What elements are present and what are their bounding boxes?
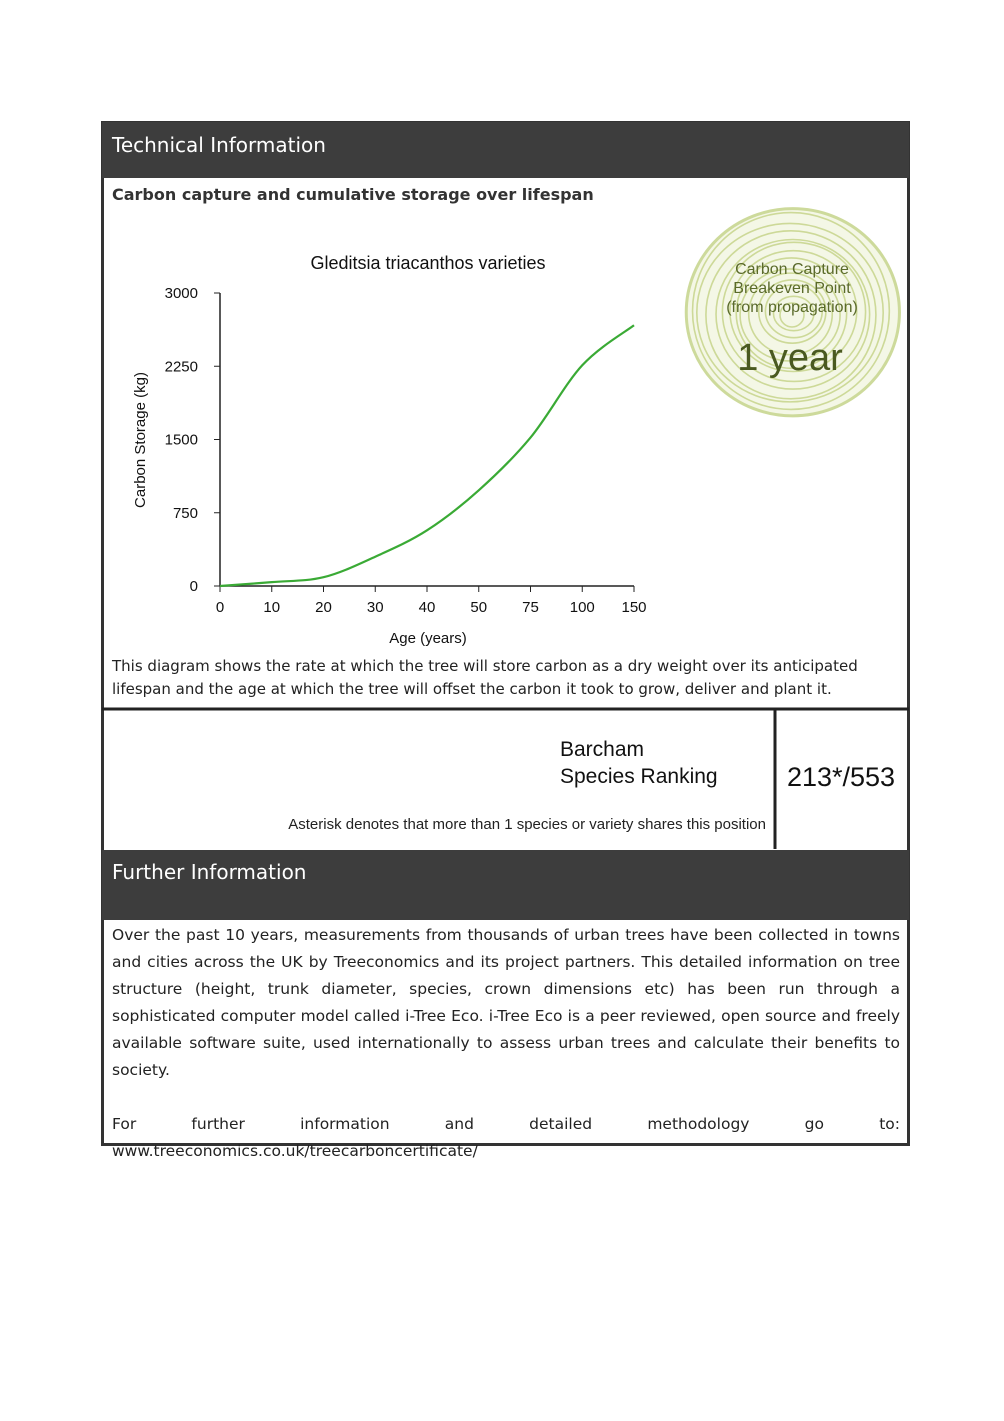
badge-label: Carbon Capture <box>735 261 849 278</box>
badge-label: (from propagation) <box>726 299 858 316</box>
ranking-value: 213*/553 <box>786 762 896 792</box>
x-tick-label: 30 <box>367 599 384 616</box>
ring <box>721 241 867 383</box>
chart-title: Gleditsia triacanthos varieties <box>310 253 545 273</box>
ring <box>695 222 884 403</box>
x-tick-label: 40 <box>419 599 436 616</box>
subheading: Carbon capture and cumulative storage ov… <box>112 185 594 204</box>
y-tick-label: 3000 <box>165 285 198 302</box>
x-tick-label: 20 <box>315 599 332 616</box>
ring <box>764 284 824 339</box>
badge-label: Breakeven Point <box>733 280 851 297</box>
x-axis-label: Age (years) <box>389 630 467 647</box>
data-line <box>219 324 635 588</box>
description: This diagram shows the rate at which the… <box>112 657 858 698</box>
x-tick-label: 0 <box>216 599 224 616</box>
further-text: Over the past 10 years, measurements fro… <box>112 922 900 1165</box>
ring <box>757 279 827 344</box>
badge-value: 1 year <box>737 337 843 379</box>
y-axis-label: Carbon Storage (kg) <box>132 372 149 508</box>
ring <box>747 272 834 356</box>
ring <box>772 295 815 332</box>
section-header: Further Information <box>102 850 909 920</box>
ring <box>779 302 805 328</box>
ring <box>729 249 858 373</box>
badge-rings <box>684 207 901 418</box>
ranking-label-line: Species Ranking <box>560 765 718 788</box>
ranking-label-line: Barcham <box>560 738 645 761</box>
ring <box>739 268 841 362</box>
x-tick-label: 50 <box>470 599 487 616</box>
x-tick-label: 150 <box>621 599 646 616</box>
y-tick-label: 2250 <box>165 358 198 375</box>
paragraph: For further information and detailed met… <box>112 1115 900 1160</box>
y-tick-label: 0 <box>190 578 198 595</box>
x-tick-label: 10 <box>263 599 280 616</box>
y-tick-label: 750 <box>173 505 198 522</box>
ring <box>715 238 871 390</box>
paragraph: Over the past 10 years, measurements fro… <box>112 926 900 1079</box>
ring <box>691 211 891 411</box>
ring <box>705 230 877 400</box>
section-header: Technical Information <box>102 122 909 178</box>
ring <box>735 257 848 370</box>
x-tick-label: 75 <box>522 599 539 616</box>
ranking-note: Asterisk denotes that more than 1 specie… <box>288 816 766 833</box>
y-tick-label: 1500 <box>165 432 198 449</box>
x-tick-label: 100 <box>570 599 595 616</box>
ranking-label: Barcham Species Ranking <box>560 736 718 790</box>
